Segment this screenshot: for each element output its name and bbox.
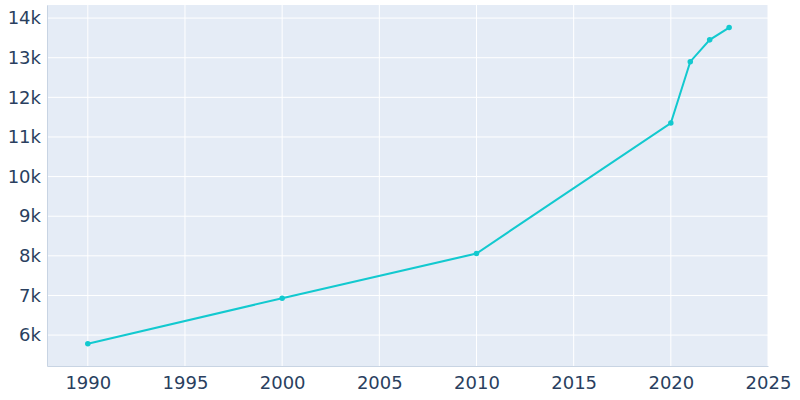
- x-tick: 2000: [260, 366, 306, 393]
- x-tick: 2025: [746, 366, 792, 393]
- chart: 1990 1995 2000 2005 2010 2015 2020 2025 6k 7k 8k 9k…: [0, 0, 800, 400]
- y-tick: 7k: [19, 285, 47, 306]
- point: [688, 59, 694, 65]
- axis-line: [47, 6, 48, 367]
- grid-line-x: [573, 5, 574, 366]
- y-tick-label: 12k: [8, 87, 42, 108]
- grid-line-y: [47, 176, 768, 177]
- x-tick-label: 2000: [260, 372, 306, 393]
- point: [668, 120, 674, 126]
- y-tick-label: 11k: [8, 126, 42, 147]
- grid-line-y: [47, 255, 768, 256]
- x-tick-label: 2005: [357, 372, 403, 393]
- y-tick: 8k: [19, 245, 47, 266]
- line: [88, 28, 729, 344]
- y-tick: 14k: [8, 7, 47, 28]
- point: [707, 37, 713, 43]
- y-axis: 6k 7k 8k 9k 10k 11k 12k 13k 14k: [8, 6, 48, 367]
- grid-line-x: [768, 5, 769, 366]
- x-tick-label: 2010: [454, 372, 500, 393]
- x-tick: 2005: [357, 366, 403, 393]
- grid-line-y: [47, 18, 768, 19]
- y-tick: 6k: [19, 324, 47, 345]
- x-tick-label: 2020: [648, 372, 694, 393]
- grid-line-x: [670, 5, 671, 366]
- y-tick-label: 10k: [8, 166, 42, 187]
- plot: 1990 1995 2000 2005 2010 2015 2020 2025 6k 7k 8k 9k…: [8, 5, 792, 393]
- point: [279, 295, 285, 301]
- x-tick: 2015: [551, 366, 597, 393]
- x-tick: 2020: [648, 366, 694, 393]
- y-tick-label: 14k: [8, 7, 42, 28]
- x-tick: 1990: [65, 366, 111, 393]
- grid-line-x: [282, 5, 283, 366]
- x-axis: 1990 1995 2000 2005 2010 2015 2020 2025: [48, 366, 792, 393]
- grid-line-x: [379, 5, 380, 366]
- x-tick-label: 2025: [746, 372, 792, 393]
- grid-line-x: [476, 5, 477, 366]
- grid-line-x: [87, 5, 88, 366]
- y-tick-label: 7k: [19, 285, 41, 306]
- x-tick-label: 1990: [65, 372, 111, 393]
- y-tick: 11k: [8, 126, 47, 147]
- grid-line-x: [184, 5, 185, 366]
- x-tick-label: 2015: [551, 372, 597, 393]
- grid-line-y: [47, 216, 768, 217]
- point: [726, 25, 732, 31]
- data-layer: [85, 25, 732, 347]
- grid-line-y: [47, 295, 768, 296]
- plot-background: [47, 5, 768, 366]
- x-tick: 1995: [163, 366, 209, 393]
- x-tick: 2010: [454, 366, 500, 393]
- y-tick-label: 9k: [19, 205, 41, 226]
- y-tick: 13k: [8, 47, 47, 68]
- y-tick-label: 6k: [19, 324, 41, 345]
- grid-line-y: [47, 57, 768, 58]
- point: [85, 341, 91, 347]
- point: [474, 251, 480, 257]
- grid-line-y: [47, 335, 768, 336]
- grid: [47, 5, 768, 366]
- x-tick-label: 1995: [163, 372, 209, 393]
- grid-line-y: [47, 97, 768, 98]
- axis-line: [48, 366, 769, 367]
- grid-line-y: [47, 136, 768, 137]
- y-tick-label: 8k: [19, 245, 41, 266]
- y-tick: 9k: [19, 205, 47, 226]
- y-tick-label: 13k: [8, 47, 42, 68]
- y-tick: 12k: [8, 87, 47, 108]
- y-tick: 10k: [8, 166, 47, 187]
